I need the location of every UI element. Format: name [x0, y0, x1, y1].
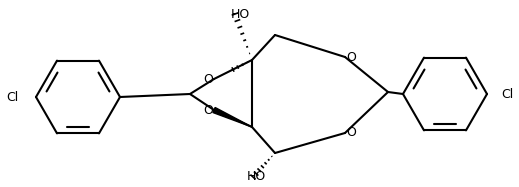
- Text: O: O: [346, 50, 356, 64]
- Text: HO: HO: [247, 170, 266, 183]
- Text: HO: HO: [230, 8, 250, 21]
- Text: Cl: Cl: [6, 91, 18, 103]
- Text: O: O: [203, 103, 213, 117]
- Polygon shape: [213, 108, 252, 127]
- Text: Cl: Cl: [501, 88, 513, 100]
- Text: O: O: [346, 126, 356, 140]
- Text: O: O: [203, 73, 213, 85]
